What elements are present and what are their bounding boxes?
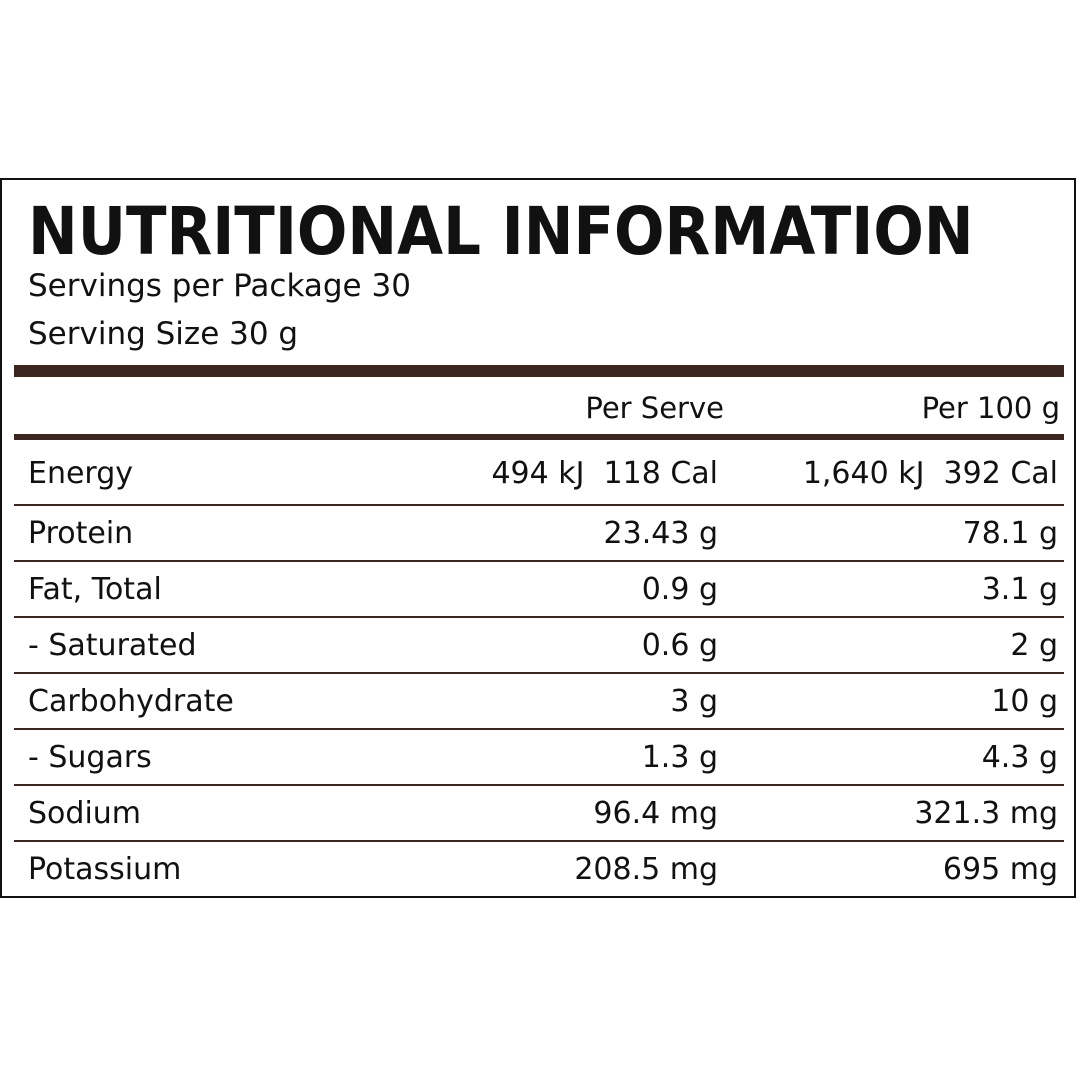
servings-per-package: Servings per Package 30 — [28, 268, 411, 304]
column-header-per-100g: Per 100 g — [921, 391, 1060, 425]
nutrient-label: Fat, Total — [28, 572, 162, 607]
per-serve-value: 3 g — [670, 684, 718, 719]
nutrient-label: Energy — [28, 456, 134, 491]
nutrient-label: Potassium — [28, 852, 182, 887]
header-divider — [14, 434, 1064, 440]
per-100g-value: 10 g — [991, 684, 1058, 719]
table-row: - Sugars 1.3 g 4.3 g — [14, 730, 1064, 786]
nutrient-label: Protein — [28, 516, 134, 551]
serving-size: Serving Size 30 g — [28, 316, 299, 352]
table-row: - Saturated 0.6 g 2 g — [14, 618, 1064, 674]
per-serve-value: 494 kJ 118 Cal — [491, 456, 718, 491]
per-serve-value: 0.6 g — [641, 628, 718, 663]
nutrient-label: - Sugars — [28, 740, 152, 775]
table-row: Protein 23.43 g 78.1 g — [14, 506, 1064, 562]
table-row: Carbohydrate 3 g 10 g — [14, 674, 1064, 730]
per-100g-value: 695 mg — [942, 852, 1058, 887]
per-100g-value: 2 g — [1010, 628, 1058, 663]
table-row: Energy 494 kJ 118 Cal 1,640 kJ 392 Cal — [14, 442, 1064, 506]
per-100g-value: 3.1 g — [981, 572, 1058, 607]
per-100g-value: 321.3 mg — [914, 796, 1058, 831]
per-100g-value: 1,640 kJ 392 Cal — [802, 456, 1058, 491]
nutrient-label: Carbohydrate — [28, 684, 234, 719]
table-row: Sodium 96.4 mg 321.3 mg — [14, 786, 1064, 842]
per-serve-value: 0.9 g — [641, 572, 718, 607]
nutrition-panel: NUTRITIONAL INFORMATION Servings per Pac… — [0, 178, 1076, 898]
per-serve-value: 208.5 mg — [574, 852, 718, 887]
per-100g-value: 78.1 g — [962, 516, 1058, 551]
column-header-per-serve: Per Serve — [585, 391, 724, 425]
nutrient-label: - Saturated — [28, 628, 197, 663]
table-row: Potassium 208.5 mg 695 mg — [14, 842, 1064, 898]
table-row: Fat, Total 0.9 g 3.1 g — [14, 562, 1064, 618]
per-serve-value: 96.4 mg — [593, 796, 718, 831]
per-serve-value: 23.43 g — [603, 516, 718, 551]
per-100g-value: 4.3 g — [981, 740, 1058, 775]
nutrient-table: Energy 494 kJ 118 Cal 1,640 kJ 392 Cal P… — [14, 442, 1064, 898]
per-serve-value: 1.3 g — [641, 740, 718, 775]
nutrient-label: Sodium — [28, 796, 142, 831]
panel-title: NUTRITIONAL INFORMATION — [28, 193, 974, 270]
thick-divider — [14, 365, 1064, 377]
